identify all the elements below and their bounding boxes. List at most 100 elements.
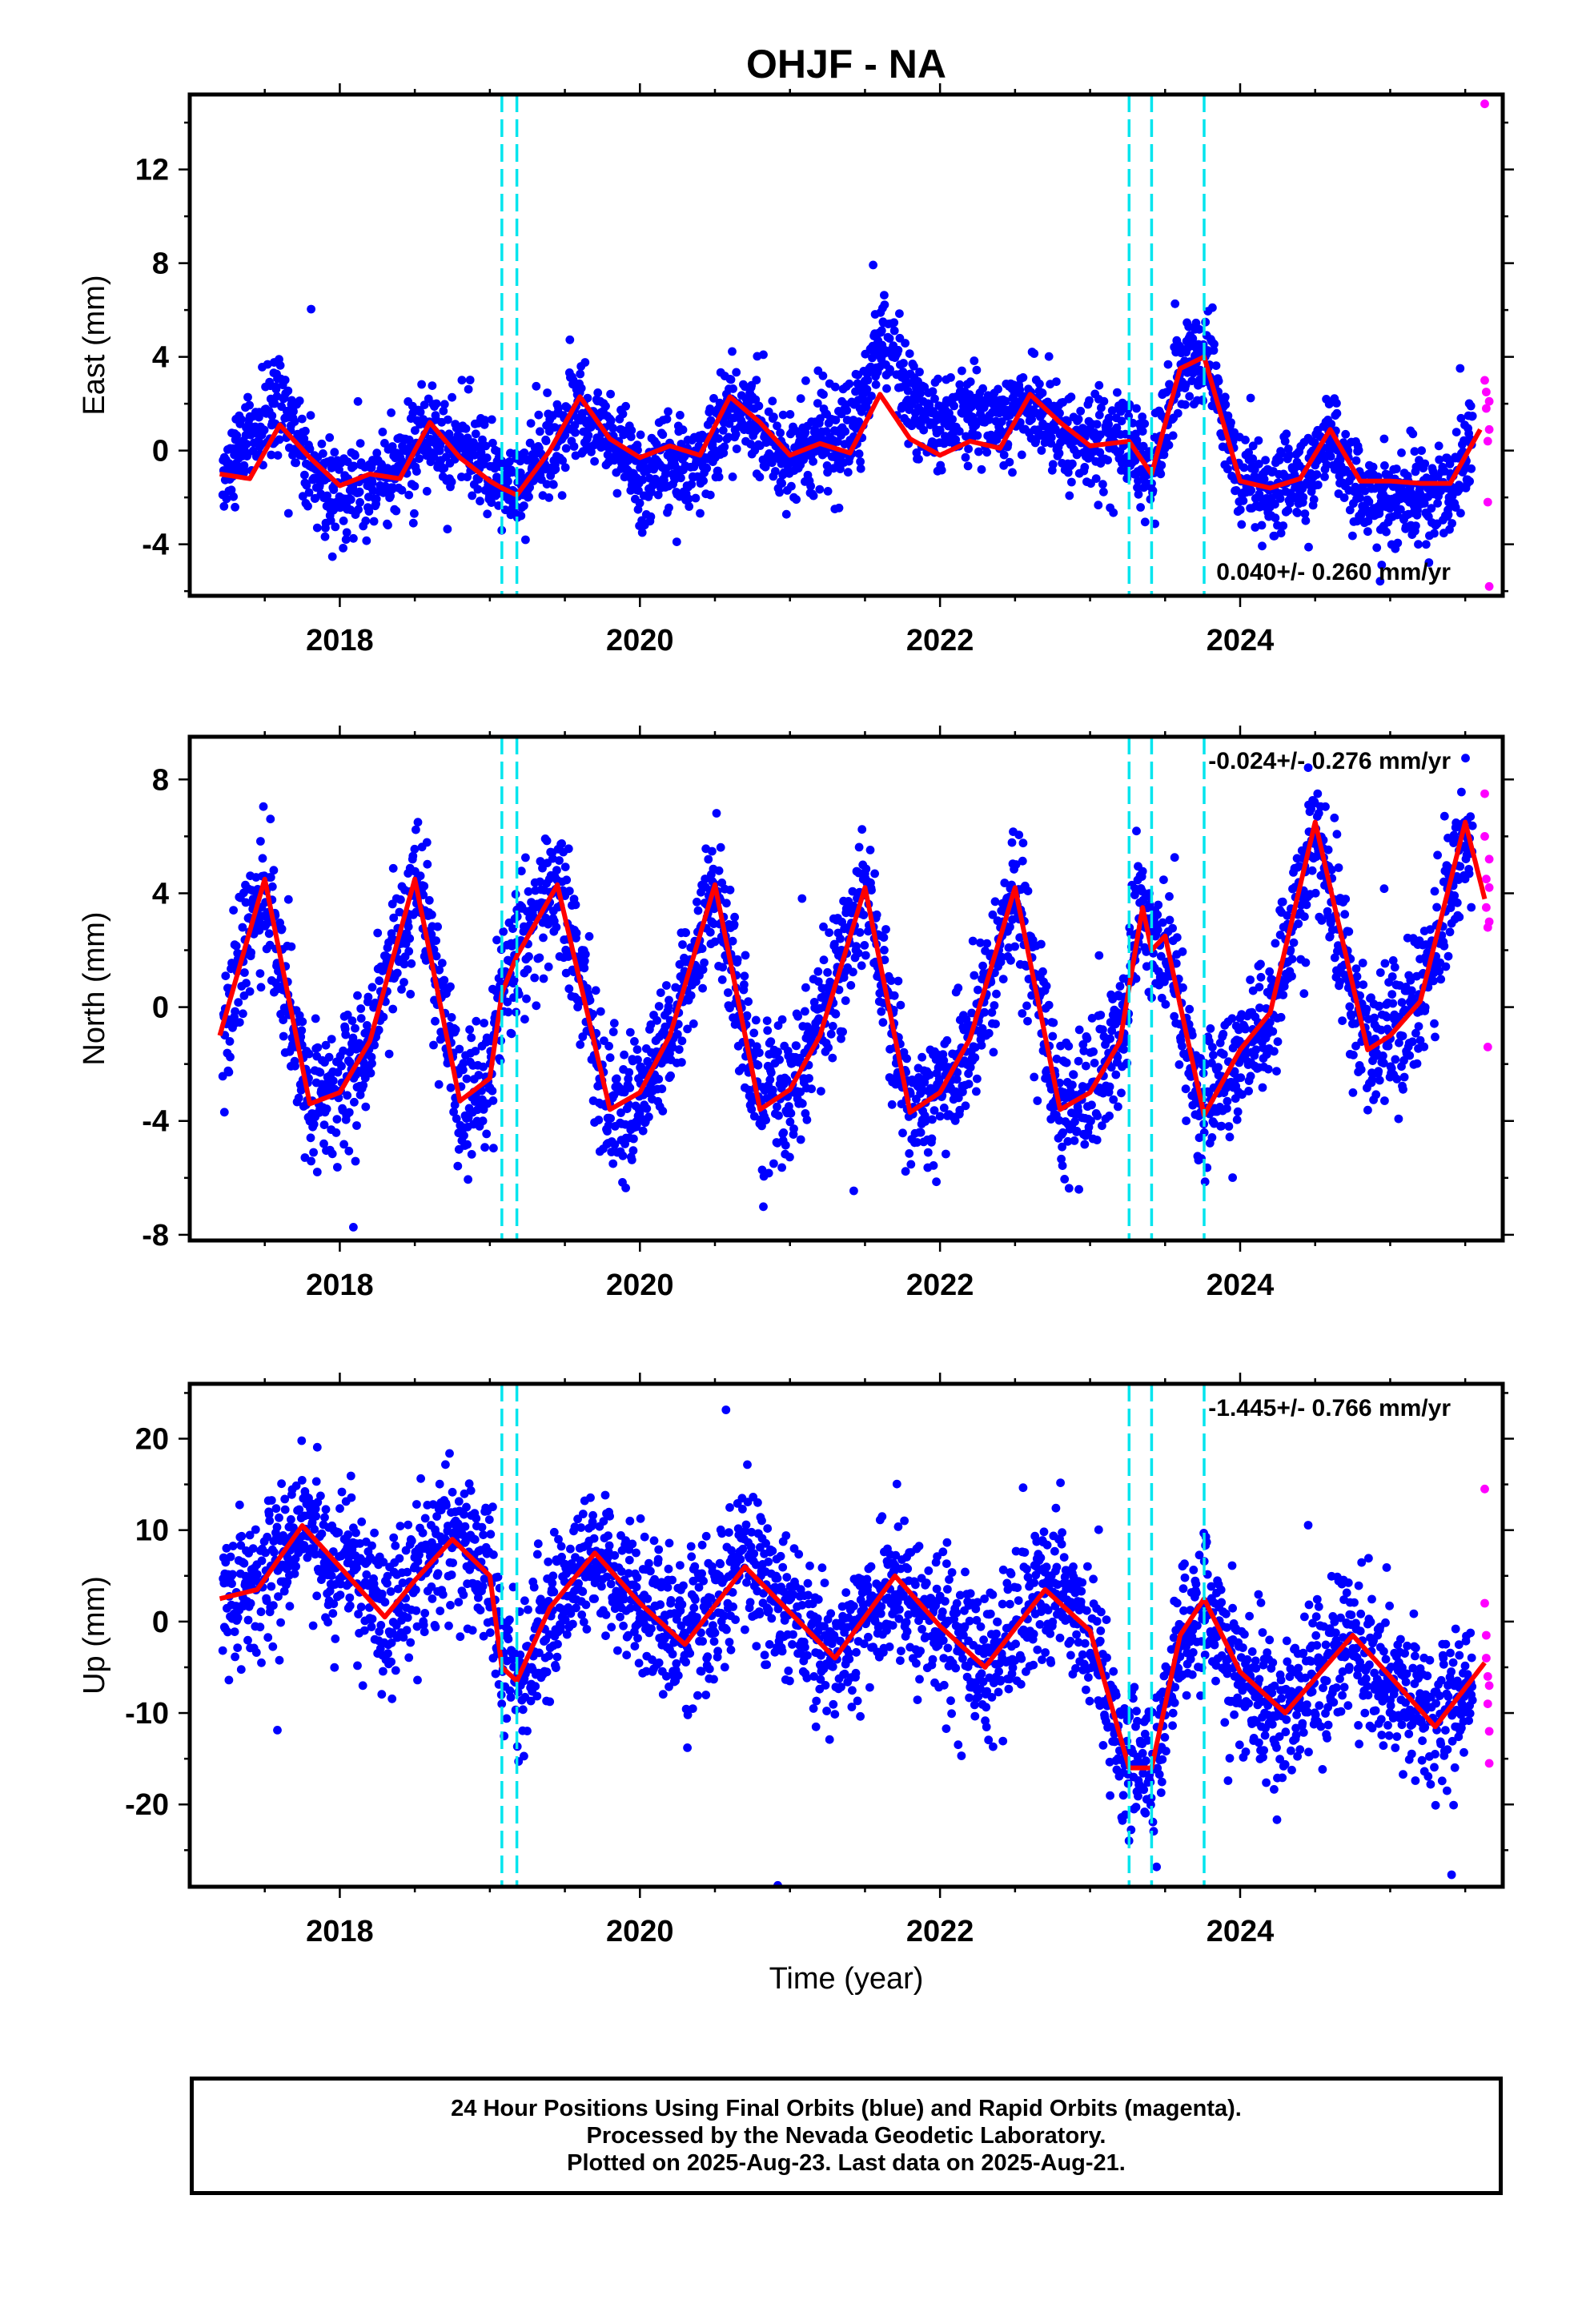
final-point (625, 1027, 635, 1037)
final-point (1417, 446, 1426, 456)
final-point (851, 387, 860, 396)
final-point (459, 1065, 468, 1075)
final-point (245, 400, 254, 410)
final-point (728, 347, 737, 356)
final-point (989, 1047, 998, 1057)
final-point (823, 487, 833, 496)
final-point (714, 472, 724, 481)
final-point (1023, 1016, 1032, 1026)
final-point (339, 1046, 347, 1055)
final-point (404, 490, 414, 500)
final-point (1447, 519, 1456, 528)
final-point (1341, 429, 1351, 439)
final-point (431, 1016, 440, 1026)
final-point (539, 933, 548, 943)
final-point (585, 995, 595, 1005)
final-point (749, 1028, 759, 1038)
final-point (1246, 975, 1255, 984)
final-point (315, 1068, 325, 1077)
final-point (1324, 400, 1334, 408)
final-point (259, 425, 269, 435)
final-point (1173, 408, 1182, 418)
final-point (905, 349, 914, 358)
final-point (1282, 429, 1291, 439)
final-point (355, 1090, 365, 1100)
final-point (896, 1000, 905, 1010)
final-point (1074, 1107, 1082, 1116)
final-point (1433, 499, 1442, 508)
final-point (1187, 1031, 1197, 1039)
final-point (560, 430, 570, 440)
final-point (460, 1131, 468, 1140)
final-point (638, 1126, 648, 1136)
final-point (1113, 1052, 1122, 1062)
final-point (521, 853, 530, 862)
final-point (1372, 543, 1382, 553)
final-point (1275, 494, 1285, 503)
final-point (676, 411, 685, 420)
final-point (1351, 456, 1361, 465)
final-point (482, 453, 492, 463)
final-point (544, 962, 553, 971)
final-point (728, 472, 737, 481)
final-point (417, 380, 426, 389)
final-point (580, 956, 589, 966)
final-point (1010, 942, 1019, 951)
final-point (525, 483, 534, 492)
final-point (404, 947, 414, 956)
final-point (301, 426, 310, 436)
final-point (307, 304, 315, 314)
final-point (673, 1030, 682, 1039)
final-point (1082, 1061, 1090, 1071)
final-point (487, 415, 496, 424)
final-point (303, 501, 312, 511)
final-point (1124, 412, 1134, 420)
final-point (576, 1040, 585, 1049)
final-point (333, 1163, 342, 1172)
final-point (857, 961, 866, 971)
rate-annotation: 0.040+/- 0.260 mm/yr (1216, 559, 1451, 585)
final-point (644, 1112, 653, 1122)
final-point (410, 844, 420, 854)
final-point (984, 1028, 994, 1038)
final-point (449, 1108, 458, 1116)
final-point (557, 839, 566, 848)
final-point (304, 1049, 314, 1059)
final-point (375, 976, 384, 986)
final-point (302, 480, 311, 490)
final-point (571, 428, 580, 437)
panel-frame (187, 92, 1505, 598)
final-point (560, 463, 570, 472)
final-point (583, 393, 592, 403)
final-point (646, 1020, 656, 1029)
final-point (459, 1059, 468, 1068)
final-point (467, 1033, 476, 1043)
final-point (1332, 408, 1342, 418)
final-point (1014, 830, 1024, 839)
final-point (564, 984, 574, 994)
final-point (476, 448, 486, 457)
final-point (998, 975, 1008, 983)
final-point (990, 897, 1000, 907)
final-point (753, 1060, 763, 1070)
final-point (400, 959, 409, 969)
final-point (543, 388, 552, 397)
final-point (337, 1061, 346, 1071)
final-point (1451, 503, 1460, 512)
final-point (961, 452, 970, 462)
final-point (321, 1040, 331, 1050)
final-point (818, 371, 828, 380)
final-point (1279, 521, 1288, 530)
final-point (1427, 504, 1436, 513)
y-axis-label: East (mm) (78, 275, 111, 415)
final-point (1251, 523, 1260, 532)
final-point (1157, 993, 1166, 1003)
final-point (1117, 416, 1126, 426)
final-point (1181, 380, 1191, 389)
final-point (1163, 360, 1173, 369)
final-point (415, 454, 424, 464)
final-point (1460, 464, 1469, 474)
final-point (654, 1075, 664, 1084)
final-point (412, 825, 420, 834)
final-point (1079, 1046, 1089, 1055)
